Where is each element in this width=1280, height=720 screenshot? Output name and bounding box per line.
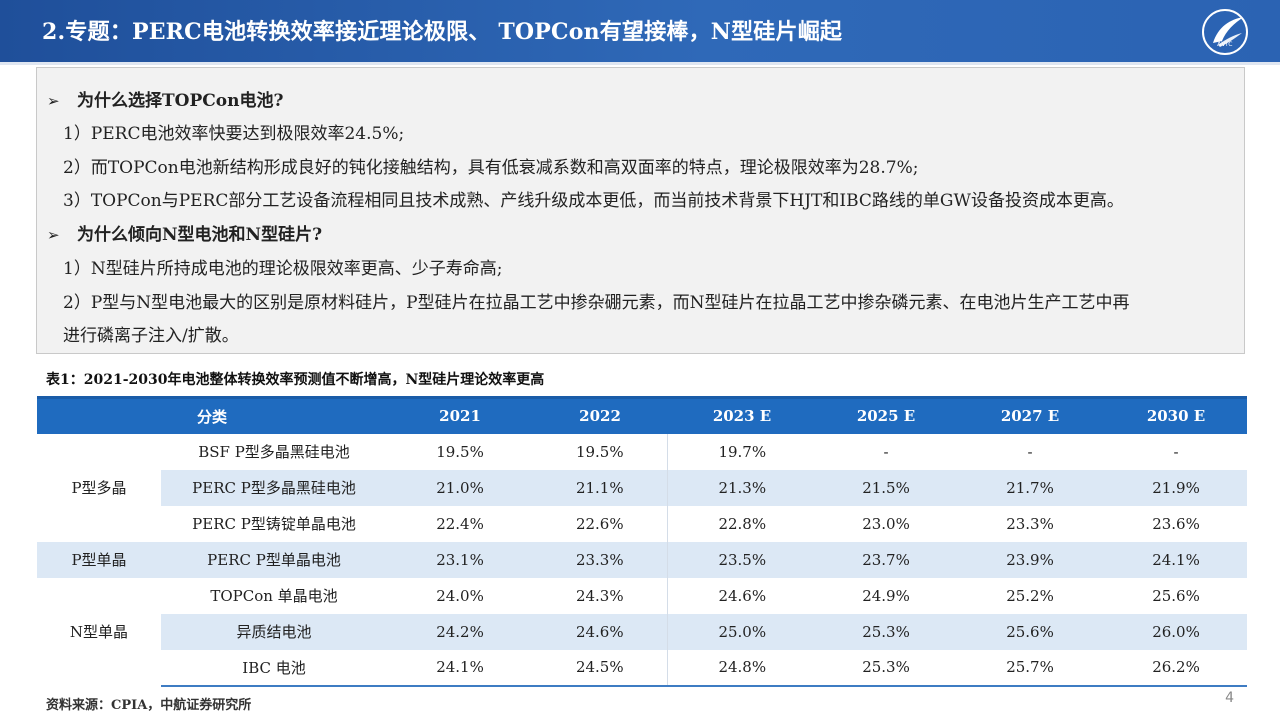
table-cell: 19.5% bbox=[436, 442, 484, 461]
page-number: 4 bbox=[1225, 690, 1234, 706]
column-header: 2027 E bbox=[1000, 407, 1060, 426]
table-cell: 25.6% bbox=[1152, 586, 1200, 605]
table-cell: 24.0% bbox=[436, 586, 484, 605]
bullet-heading-topcon: ➢ 为什么选择TOPCon电池? bbox=[47, 86, 283, 111]
table-cell: 25.2% bbox=[1006, 586, 1054, 605]
table-row: N型单晶 TOPCon 单晶电池 24.0% 24.3% 24.6% 24.9%… bbox=[37, 577, 1247, 686]
table-cell: 23.7% bbox=[817, 541, 956, 578]
list-item: 1）N型硅片所持成电池的理论极限效率更高、少子寿命高; bbox=[63, 259, 503, 279]
table-cell: 22.8% bbox=[718, 514, 767, 533]
table-cell: 23.3% bbox=[533, 541, 668, 578]
table-cell: 19.7% bbox=[718, 442, 767, 461]
table-cell: 26.2% bbox=[1105, 649, 1248, 687]
table-cell: 24.8% bbox=[667, 649, 818, 687]
row-label: TOPCon 单晶电池 bbox=[210, 587, 338, 605]
table-cell: - bbox=[1027, 442, 1033, 461]
table-cell: 21.0% bbox=[387, 469, 534, 506]
list-item: 1）PERC电池效率快要达到极限效率24.5%; bbox=[63, 124, 405, 144]
arrow-bullet-icon: ➢ bbox=[47, 92, 60, 110]
list-item: 进行磷离子注入/扩散。 bbox=[63, 326, 239, 346]
bullet-heading-text: 为什么倾向N型电池和N型硅片? bbox=[77, 225, 323, 245]
table-cell: 21.3% bbox=[667, 469, 818, 506]
group-label: P型单晶 bbox=[37, 541, 161, 578]
logo-text: AVIC bbox=[1217, 41, 1233, 48]
table-cell: 24.5% bbox=[533, 649, 668, 687]
source-note: 资料来源：CPIA，中航证券研究所 bbox=[46, 698, 252, 713]
column-header: 2021 bbox=[439, 407, 481, 426]
table-cell: 24.3% bbox=[533, 577, 668, 614]
table-cell: 23.5% bbox=[667, 541, 818, 578]
table-row: P型单晶 PERC P型单晶电池 23.1% 23.3% 23.5% 23.7%… bbox=[37, 541, 1248, 578]
row-label: PERC P型铸锭单晶电池 bbox=[192, 515, 356, 533]
table-cell: 23.6% bbox=[1152, 514, 1200, 533]
table-cell: 24.6% bbox=[718, 586, 767, 605]
row-label: PERC P型单晶电池 bbox=[161, 541, 388, 578]
arrow-bullet-icon: ➢ bbox=[47, 226, 60, 244]
table-caption: 表1：2021-2030年电池整体转换效率预测值不断增高，N型硅片理论效率更高 bbox=[46, 372, 545, 388]
table-cell: 25.3% bbox=[817, 649, 956, 687]
table-cell: 23.1% bbox=[387, 541, 534, 578]
table-cell: 23.3% bbox=[1006, 514, 1054, 533]
table-cell: 23.0% bbox=[862, 514, 910, 533]
table-cell: 21.9% bbox=[1105, 469, 1248, 506]
table-cell: 24.1% bbox=[387, 649, 534, 687]
list-item: 2）P型与N型电池最大的区别是原材料硅片，P型硅片在拉晶工艺中掺杂硼元素，而N型… bbox=[63, 293, 1130, 313]
column-header: 2025 E bbox=[856, 407, 916, 426]
table-cell: 21.7% bbox=[955, 469, 1106, 506]
column-header: 2030 E bbox=[1146, 407, 1206, 426]
table-cell: 22.6% bbox=[533, 505, 668, 542]
page-title: 2.专题：PERC电池转换效率接近理论极限、 TOPCon有望接棒，N型硅片崛起 bbox=[42, 19, 843, 45]
table-row: 异质结电池 24.2% 24.6% 25.0% 25.3% 25.6% 26.0… bbox=[37, 613, 1248, 650]
column-header: 2022 bbox=[579, 407, 621, 426]
column-header: 2023 E bbox=[712, 407, 772, 426]
table-cell: 24.9% bbox=[862, 586, 910, 605]
table-cell: 21.1% bbox=[533, 469, 668, 506]
table-cell: 25.0% bbox=[667, 613, 818, 650]
avic-logo-icon: AVIC bbox=[1202, 9, 1248, 55]
group-label: N型单晶 bbox=[37, 577, 161, 686]
table-cell: 26.0% bbox=[1105, 613, 1248, 650]
table-cell: 25.3% bbox=[817, 613, 956, 650]
efficiency-table: 分类 2021 2022 2023 E 2025 E 2027 E 2030 E… bbox=[37, 396, 1248, 687]
row-label: BSF P型多晶黑硅电池 bbox=[198, 443, 350, 461]
column-header: 分类 bbox=[197, 407, 228, 426]
group-label: P型多晶 bbox=[37, 433, 161, 542]
table-cell: 24.1% bbox=[1105, 541, 1248, 578]
table-cell: 19.5% bbox=[533, 433, 668, 470]
table-cell: - bbox=[883, 442, 889, 461]
table-cell: 22.4% bbox=[436, 514, 484, 533]
table-cell: 21.5% bbox=[817, 469, 956, 506]
list-item: 3）TOPCon与PERC部分工艺设备流程相同且技术成熟、产线升级成本更低，而当… bbox=[63, 191, 1124, 211]
bullet-heading-text: 为什么选择TOPCon电池? bbox=[77, 91, 284, 111]
table-row: PERC P型铸锭单晶电池 22.4% 22.6% 22.8% 23.0% 23… bbox=[37, 505, 1247, 542]
table-cell: 23.9% bbox=[955, 541, 1106, 578]
row-label: IBC 电池 bbox=[161, 649, 388, 687]
table-row: P型多晶 BSF P型多晶黑硅电池 19.5% 19.5% 19.7% - - … bbox=[37, 433, 1247, 542]
table-cell: - bbox=[1173, 442, 1179, 461]
header-bar: 2.专题：PERC电池转换效率接近理论极限、 TOPCon有望接棒，N型硅片崛起… bbox=[0, 0, 1280, 62]
row-label: PERC P型多晶黑硅电池 bbox=[161, 469, 388, 506]
header-divider bbox=[0, 62, 1280, 65]
table-row: PERC P型多晶黑硅电池 21.0% 21.1% 21.3% 21.5% 21… bbox=[37, 469, 1248, 506]
bullet-heading-ntype: ➢ 为什么倾向N型电池和N型硅片? bbox=[47, 220, 322, 245]
table-row: IBC 电池 24.1% 24.5% 24.8% 25.3% 25.7% 26.… bbox=[37, 649, 1248, 687]
table-cell: 25.6% bbox=[955, 613, 1106, 650]
table-cell: 25.7% bbox=[955, 649, 1106, 687]
row-label: 异质结电池 bbox=[161, 613, 388, 650]
table-cell: 24.2% bbox=[387, 613, 534, 650]
list-item: 2）而TOPCon电池新结构形成良好的钝化接触结构，具有低衰减系数和高双面率的特… bbox=[63, 158, 919, 178]
table-header-row: 分类 2021 2022 2023 E 2025 E 2027 E 2030 E bbox=[37, 397, 1248, 434]
summary-box: ➢ 为什么选择TOPCon电池? 1）PERC电池效率快要达到极限效率24.5%;… bbox=[36, 67, 1245, 354]
table-cell: 24.6% bbox=[533, 613, 668, 650]
